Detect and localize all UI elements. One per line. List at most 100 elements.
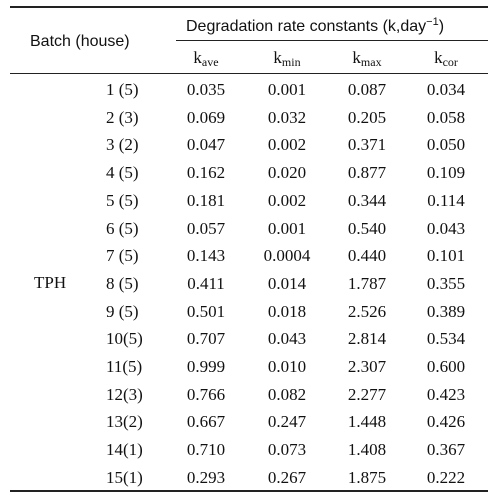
value-cell: 0.267 (267, 467, 307, 487)
value-cell: 0.050 (426, 135, 466, 155)
table-bottom-rule (10, 490, 488, 492)
table-row: 10(5) 0.707 0.043 2.814 0.534 (0, 329, 498, 351)
table-row: 12(3) 0.766 0.082 2.277 0.423 (0, 385, 498, 407)
value-cell: 0.018 (267, 301, 307, 321)
table-row: 5 (5) 0.181 0.002 0.344 0.114 (0, 191, 498, 213)
table-row: 15(1) 0.293 0.267 1.875 0.222 (0, 468, 498, 490)
column-symbol: k (193, 48, 202, 67)
batch-cell: 15(1) (106, 467, 143, 487)
batch-cell: 5 (5) (106, 190, 139, 210)
column-subscript: ave (201, 55, 219, 69)
table-row: 9 (5) 0.501 0.018 2.526 0.389 (0, 302, 498, 324)
header-bottom-rule (10, 73, 488, 74)
batch-cell: 2 (3) (106, 107, 139, 127)
batch-cell: 11(5) (106, 357, 143, 376)
batch-cell: 6 (5) (106, 218, 139, 238)
value-cell: 0.114 (427, 190, 465, 210)
column-subscript: min (281, 55, 301, 69)
value-cell: 0.710 (186, 440, 226, 460)
value-cell: 0.423 (426, 384, 466, 404)
table-row: 1 (5) 0.035 0.001 0.087 0.034 (0, 80, 498, 102)
value-cell: 0.002 (267, 135, 307, 155)
value-cell: 2.277 (347, 384, 387, 404)
value-cell: 0.766 (186, 384, 226, 404)
value-cell: 0.032 (267, 107, 307, 127)
value-cell: 0.082 (267, 384, 307, 404)
column-subscript: max (360, 55, 382, 69)
value-cell: 2.307 (347, 357, 387, 376)
value-cell: 0.069 (186, 107, 226, 127)
column-header-k-min: kmin (247, 48, 327, 72)
value-cell: 0.707 (186, 329, 226, 349)
table-row: 4 (5) 0.162 0.020 0.877 0.109 (0, 163, 498, 185)
value-cell: 0.058 (426, 107, 466, 127)
table-row: 8 (5) 0.411 0.014 1.787 0.355 (0, 274, 498, 296)
table-row: 3 (2) 0.047 0.002 0.371 0.050 (0, 135, 498, 157)
group-header-close: ) (438, 18, 445, 35)
value-cell: 0.205 (347, 107, 387, 127)
value-cell: 0.101 (426, 246, 466, 266)
table-row: 6 (5) 0.057 0.001 0.540 0.043 (0, 219, 498, 241)
value-cell: 0.020 (267, 163, 307, 183)
batch-cell: 13(2) (106, 412, 143, 432)
value-cell: 0.344 (347, 190, 387, 210)
value-cell: 0.035 (186, 80, 226, 99)
batch-column-header: Batch (house) (30, 33, 130, 50)
column-symbol: k (273, 48, 282, 67)
value-cell: 0.440 (347, 246, 387, 266)
value-cell: 0.043 (426, 218, 466, 238)
table-row: 7 (5) 0.143 0.0004 0.440 0.101 (0, 246, 498, 268)
value-cell: 0.367 (426, 440, 466, 460)
batch-cell: 10(5) (106, 329, 143, 349)
batch-cell: 1 (5) (106, 80, 139, 99)
value-cell: 0.877 (347, 163, 387, 183)
value-cell: 0.057 (186, 218, 226, 238)
column-header-k-max: kmax (327, 48, 407, 72)
value-cell: 0.355 (426, 273, 466, 293)
value-cell: 0.014 (267, 273, 307, 293)
table-row: 13(2) 0.667 0.247 1.448 0.426 (0, 412, 498, 434)
value-cell: 0.001 (267, 218, 307, 238)
value-cell: 0.0004 (263, 246, 311, 266)
value-cell: 0.426 (426, 412, 466, 432)
value-cell: 0.411 (187, 273, 225, 293)
batch-cell: 4 (5) (106, 163, 139, 183)
value-cell: 0.540 (347, 218, 387, 238)
value-cell: 1.448 (347, 412, 387, 432)
value-cell: 0.043 (267, 329, 307, 349)
value-cell: 0.247 (267, 412, 307, 432)
value-cell: 0.087 (347, 80, 387, 99)
table-top-rule (10, 6, 488, 8)
value-cell: 0.667 (186, 412, 226, 432)
value-cell: 1.787 (347, 273, 387, 293)
value-cell: 0.600 (426, 357, 466, 376)
value-cell: 0.034 (426, 80, 466, 99)
table-row: 2 (3) 0.069 0.032 0.205 0.058 (0, 108, 498, 130)
value-cell: 1.875 (347, 467, 387, 487)
column-header-k-ave: kave (166, 48, 246, 72)
value-cell: 0.389 (426, 301, 466, 321)
value-cell: 0.010 (267, 357, 307, 376)
column-subscript: cor (442, 55, 458, 69)
value-cell: 0.001 (267, 80, 307, 99)
value-cell: 0.002 (267, 190, 307, 210)
value-cell: 0.143 (186, 246, 226, 266)
column-symbol: k (434, 48, 443, 67)
batch-cell: 12(3) (106, 384, 143, 404)
column-header-k-cor: kcor (406, 48, 486, 72)
batch-cell: 7 (5) (106, 246, 139, 266)
batch-cell: 8 (5) (106, 273, 139, 293)
column-symbol: k (352, 48, 361, 67)
value-cell: 2.526 (347, 301, 387, 321)
value-cell: 0.073 (267, 440, 307, 460)
value-cell: 2.814 (347, 329, 387, 349)
degradation-group-header: Degradation rate constants (k,day−1) (186, 12, 486, 37)
value-cell: 0.222 (426, 467, 466, 487)
value-cell: 0.181 (186, 190, 226, 210)
batch-cell: 9 (5) (106, 301, 139, 321)
tph-group-label: TPH (34, 273, 67, 292)
group-header-text: Degradation rate constants (k,day (186, 18, 427, 35)
value-cell: 0.371 (347, 135, 387, 155)
value-cell: 0.999 (186, 357, 226, 376)
